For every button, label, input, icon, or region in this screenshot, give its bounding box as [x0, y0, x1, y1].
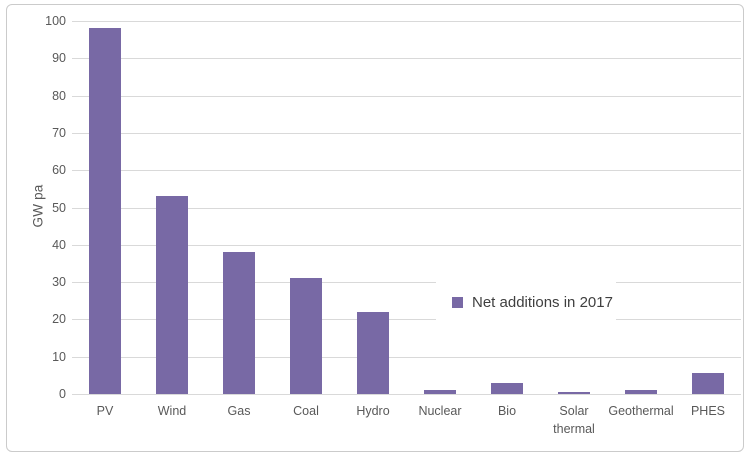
bar-solar-thermal: [558, 392, 590, 394]
gridline: [72, 21, 741, 22]
y-tick-label: 40: [52, 238, 66, 252]
bar-wind: [156, 196, 188, 394]
gridline: [72, 245, 741, 246]
gridline: [72, 357, 741, 358]
y-tick-label: 90: [52, 51, 66, 65]
x-tick-label: Coal: [293, 404, 319, 418]
gridline: [72, 282, 741, 283]
legend-label: Net additions in 2017: [472, 293, 613, 311]
bar-geothermal: [625, 390, 657, 394]
gridline: [72, 58, 741, 59]
x-tick-label: PV: [96, 404, 114, 418]
x-tick-label: Wind: [157, 404, 187, 418]
x-tick-label: PHES: [690, 404, 726, 418]
y-tick-label: 10: [52, 350, 66, 364]
x-tick-label: Hydro: [356, 404, 390, 418]
y-tick-label: 50: [52, 201, 66, 215]
x-tick-label: Nuclear: [418, 404, 462, 418]
x-tick-label: Gas: [227, 404, 251, 418]
gridline: [72, 133, 741, 134]
gridline: [72, 96, 741, 97]
gridline: [72, 394, 741, 395]
y-tick-label: 100: [45, 14, 66, 28]
bar-phes: [692, 373, 724, 394]
bar-bio: [491, 383, 523, 394]
gridline: [72, 170, 741, 171]
legend: Net additions in 2017: [436, 281, 616, 323]
x-tick-label: Solar thermal: [553, 404, 595, 436]
gridline: [72, 319, 741, 320]
bar-hydro: [357, 312, 389, 394]
bar-nuclear: [424, 390, 456, 394]
x-tick-label: Geothermal: [608, 404, 674, 418]
y-tick-label: 80: [52, 89, 66, 103]
y-axis-title: GW pa: [30, 184, 46, 228]
y-tick-label: 0: [59, 387, 66, 401]
y-tick-label: 30: [52, 275, 66, 289]
bar-pv: [89, 28, 121, 394]
y-tick-label: 70: [52, 126, 66, 140]
y-tick-label: 60: [52, 163, 66, 177]
legend-swatch-icon: [452, 296, 463, 308]
gridline: [72, 208, 741, 209]
y-tick-label: 20: [52, 312, 66, 326]
bar-gas: [223, 252, 255, 394]
x-tick-label: Bio: [497, 404, 517, 418]
bar-coal: [290, 278, 322, 394]
